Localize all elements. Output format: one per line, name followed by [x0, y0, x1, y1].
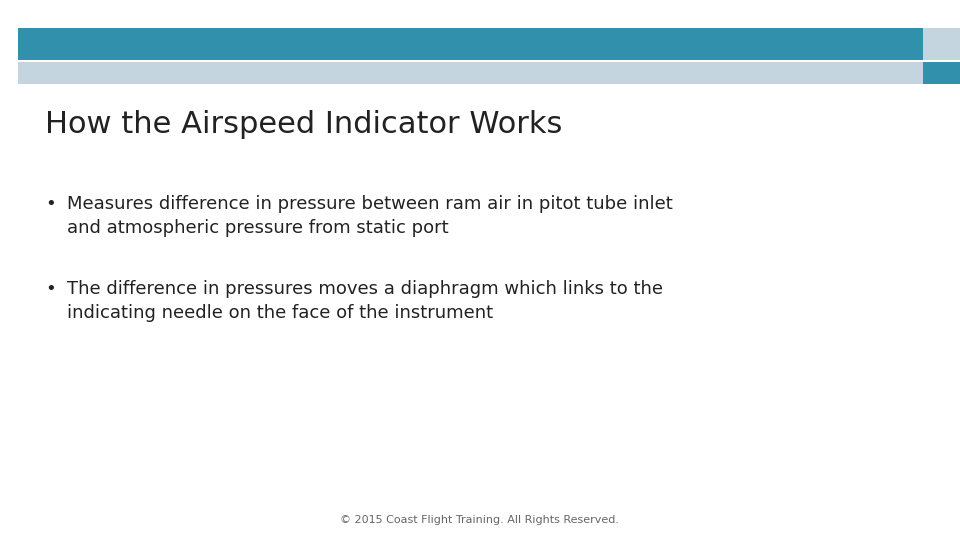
Bar — [923, 28, 960, 60]
Bar — [923, 62, 960, 84]
Bar — [18, 62, 923, 84]
Text: •: • — [45, 280, 56, 298]
Text: The difference in pressures moves a diaphragm which links to the
indicating need: The difference in pressures moves a diap… — [67, 280, 663, 322]
Text: Measures difference in pressure between ram air in pitot tube inlet
and atmosphe: Measures difference in pressure between … — [67, 195, 673, 237]
Bar — [18, 28, 923, 60]
Text: •: • — [45, 195, 56, 213]
Text: © 2015 Coast Flight Training. All Rights Reserved.: © 2015 Coast Flight Training. All Rights… — [341, 515, 619, 525]
Text: How the Airspeed Indicator Works: How the Airspeed Indicator Works — [45, 110, 563, 139]
